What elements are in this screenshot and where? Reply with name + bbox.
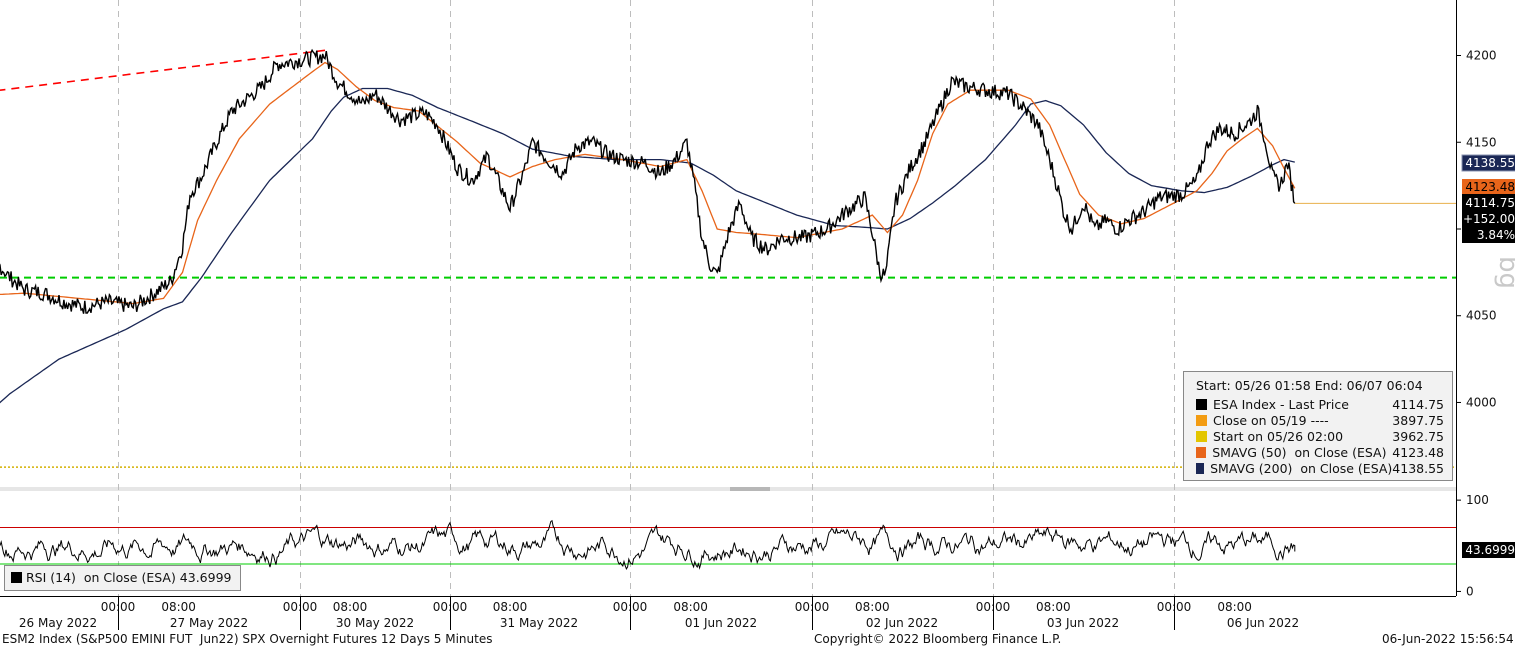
legend-entry: SMAVG (50) on Close (ESA) 4123.48 (1196, 444, 1444, 460)
rsi-value-label: 43.6999 (1465, 543, 1515, 557)
rsi-legend: RSI (14) on Close (ESA) 43.6999 (4, 565, 241, 591)
x-day-label: 26 May 2022 (19, 616, 97, 630)
rsi-swatch (11, 572, 22, 583)
resistance-trendline (0, 49, 326, 92)
legend-swatch (1196, 398, 1207, 410)
footer-timestamp: 06-Jun-2022 15:56:54 (1382, 632, 1514, 646)
legend-value: 3962.75 (1392, 428, 1444, 444)
sma200-value-label-group: 4138.55 (1461, 154, 1515, 172)
pane-separator (0, 487, 1456, 491)
footer-security-description: ESM2 Index (S&P500 EMINI FUT Jun22) SPX … (2, 632, 493, 646)
footer-copyright: Copyright© 2022 Bloomberg Finance L.P. (814, 632, 1062, 646)
y-tick-label: 4200 (1466, 49, 1497, 63)
legend-swatch (1196, 446, 1207, 458)
legend-label: SMAVG (200) on Close (ESA) (1210, 460, 1393, 476)
legend-swatch (1196, 462, 1205, 474)
legend-value: 4123.48 (1392, 444, 1444, 460)
legend-label: Start on 05/26 02:00 (1213, 428, 1344, 444)
y-tick-label: 4000 (1466, 395, 1497, 409)
legend-swatch (1196, 430, 1207, 442)
y-tick-label: 4150 (1466, 135, 1497, 149)
chart-legend: Start: 05/26 01:58 End: 06/07 06:04 ESA … (1183, 371, 1453, 481)
legend-entry: SMAVG (200) on Close (ESA) 4138.55 (1196, 460, 1444, 476)
x-hour-label: 08:00 (1217, 600, 1252, 614)
sma50-line (0, 61, 1296, 305)
sma200-value-label-bg (1461, 154, 1515, 172)
x-day-label: 31 May 2022 (500, 616, 578, 630)
legend-label: ESA Index - Last Price (1213, 396, 1349, 412)
pct-change-label: 3.84% (1477, 228, 1515, 242)
rsi-line (0, 519, 1296, 571)
legend-swatch (1196, 414, 1207, 426)
sma50-value-label: 4123.48 (1465, 180, 1515, 194)
price-line (0, 48, 1296, 314)
x-hour-label: 08:00 (1036, 600, 1071, 614)
last-price-block-bg (1462, 194, 1515, 243)
x-day-label: 02 Jun 2022 (866, 616, 938, 630)
x-day-label: 27 May 2022 (170, 616, 248, 630)
legend-header: Start: 05/26 01:58 End: 06/07 06:04 (1196, 378, 1423, 393)
sma200-line (0, 87, 1295, 404)
x-day-label: 30 May 2022 (336, 616, 414, 630)
rsi-tick-label: 0 (1466, 584, 1474, 598)
x-hour-label: 08:00 (493, 600, 528, 614)
legend-entry: Start on 05/26 02:00 3962.75 (1196, 428, 1444, 444)
legend-label: SMAVG (50) on Close (ESA) (1212, 444, 1387, 460)
x-day-label: 01 Jun 2022 (685, 616, 757, 630)
x-hour-label: 08:00 (855, 600, 890, 614)
net-change-label: +152.00 (1463, 212, 1515, 226)
x-hour-label: 08:00 (333, 600, 368, 614)
legend-value: 4138.55 (1392, 460, 1444, 476)
x-day-label: 06 Jun 2022 (1227, 616, 1299, 630)
sma50-value-label-group: 4123.48 (1462, 179, 1515, 195)
legend-entry: Close on 05/19 ---- 3897.75 (1196, 412, 1444, 428)
sma200-value-label: 4138.55 (1465, 156, 1515, 170)
rsi-value-label-group: 43.6999 (1462, 542, 1515, 558)
sma50-value-label-bg (1462, 179, 1515, 195)
rsi-tick-label: 100 (1466, 493, 1489, 507)
x-hour-label: 08:00 (161, 600, 196, 614)
legend-label: Close on 05/19 ---- (1213, 412, 1329, 428)
x-hour-label: 08:00 (673, 600, 708, 614)
legend-entry: ESA Index - Last Price 4114.75 (1196, 396, 1444, 412)
legend-value: 4114.75 (1392, 396, 1444, 412)
x-day-label: 03 Jun 2022 (1047, 616, 1119, 630)
rsi-value-label-bg (1462, 542, 1515, 558)
y-tick-label: 4050 (1466, 309, 1497, 323)
last-price-label: 4114.75 (1465, 196, 1515, 210)
bloomberg-watermark: bg (1493, 256, 1515, 289)
rsi-legend-label: RSI (14) on Close (ESA) 43.6999 (26, 570, 232, 585)
legend-value: 3897.75 (1392, 412, 1444, 428)
